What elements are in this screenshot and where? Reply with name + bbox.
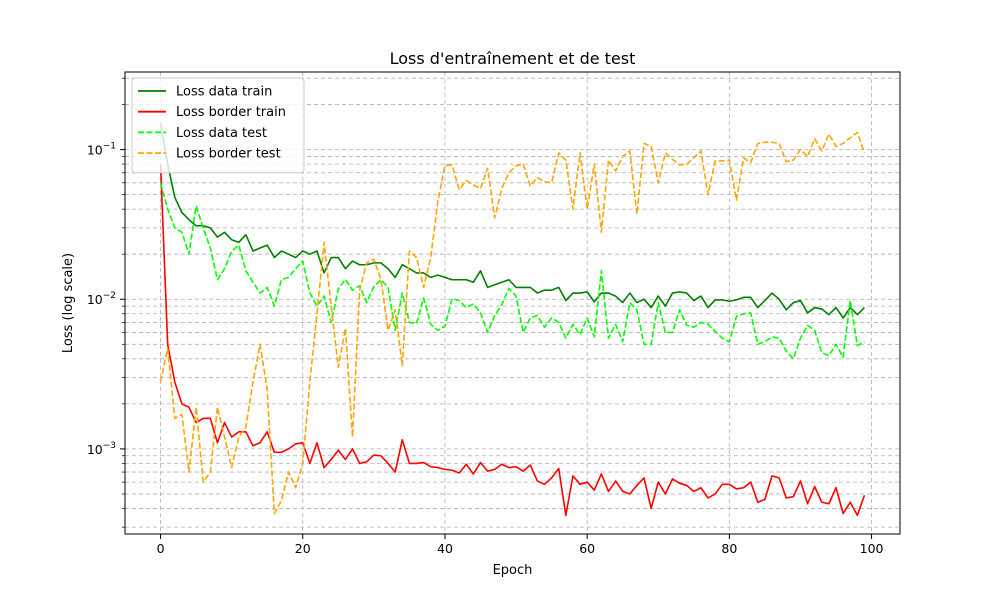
x-tick-label: 100 — [860, 541, 884, 556]
y-axis-label: Loss (log scale) — [61, 253, 76, 353]
y-tick-label: 10−3 — [87, 441, 116, 457]
plot-area-frame — [124, 71, 901, 535]
plot-clip-group — [159, 123, 866, 517]
y-tick-label: 10−1 — [87, 142, 116, 158]
x-axis-label: Epoch — [493, 563, 533, 578]
y-tick-label: 10−2 — [87, 291, 116, 307]
x-tick-label: 80 — [721, 541, 737, 556]
grid-lines — [125, 72, 900, 534]
x-axis: 0 20 40 60 80 100 — [157, 534, 884, 556]
legend-label-loss-data-test: Loss data test — [176, 126, 267, 141]
legend-label-loss-border-train: Loss border train — [176, 105, 286, 120]
x-tick-label: 20 — [295, 541, 311, 556]
legend: Loss data train Loss border train Loss dat… — [131, 77, 305, 174]
series-line-loss-border-test — [159, 131, 866, 515]
series-line-loss-border-train — [159, 164, 866, 517]
series-line-loss-data-train — [159, 123, 866, 319]
chart-title: Loss d'entraînement et de test — [390, 49, 636, 68]
legend-label-loss-border-test: Loss border test — [176, 147, 281, 162]
x-tick-label: 0 — [157, 541, 165, 556]
series-lines — [159, 123, 866, 517]
series-line-loss-data-test — [159, 182, 865, 360]
legend-label-loss-data-train: Loss data train — [176, 85, 272, 100]
y-axis: 10−3 10−2 10−1 — [87, 77, 125, 528]
x-tick-label: 40 — [437, 541, 453, 556]
legend-box — [131, 77, 305, 174]
x-tick-label: 60 — [579, 541, 595, 556]
